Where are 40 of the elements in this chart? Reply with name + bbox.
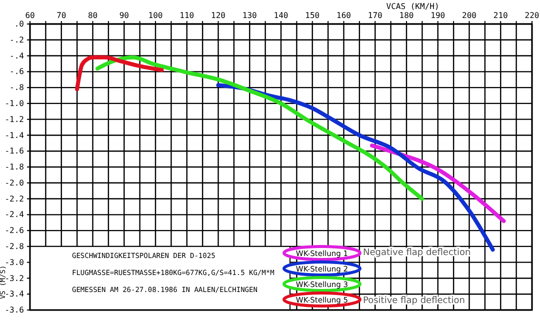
x-tick-label: 210 bbox=[493, 11, 508, 20]
y-tick-label: -1.6 bbox=[4, 146, 24, 156]
y-tick-label: -.2 bbox=[10, 35, 24, 44]
y-tick-label: -3.6 bbox=[4, 306, 24, 315]
y-tick-label: -2.0 bbox=[4, 178, 24, 188]
x-tick-label: 190 bbox=[430, 11, 446, 20]
y-tick-label: -.8 bbox=[10, 83, 24, 92]
y-tick-label: -3.4 bbox=[4, 290, 24, 299]
y-tick-label: -3.0 bbox=[4, 258, 24, 267]
x-tick-label: 200 bbox=[462, 11, 477, 20]
x-tick-label: 140 bbox=[274, 11, 288, 20]
x-tick-label: 220 bbox=[524, 11, 540, 20]
line-series bbox=[75, 55, 164, 92]
y-tick-label: -.6 bbox=[10, 67, 24, 76]
x-tick-label: 70 bbox=[56, 11, 66, 20]
x-tick-label: 160 bbox=[336, 11, 352, 20]
y-tick-label: -1.2 bbox=[4, 114, 24, 124]
y-tick-label: -3.2 bbox=[4, 274, 24, 283]
x-tick-label: 80 bbox=[88, 11, 98, 20]
y-tick-label: -1.8 bbox=[4, 162, 24, 172]
x-tick-label: 120 bbox=[211, 11, 226, 20]
y-tick-label: -2.4 bbox=[4, 210, 24, 220]
x-tick-label: 110 bbox=[180, 11, 194, 20]
y-tick-label: -1.4 bbox=[4, 130, 24, 140]
x-tick-label: 130 bbox=[242, 11, 258, 20]
x-tick-label: 180 bbox=[399, 11, 414, 20]
line-series bbox=[370, 144, 506, 224]
x-tick-label: 90 bbox=[119, 11, 130, 20]
y-tick-label: .0 bbox=[14, 20, 24, 29]
y-tick-label: -2.8 bbox=[4, 242, 24, 252]
y-tick-label: -1.0 bbox=[4, 99, 24, 108]
y-tick-label: -2.6 bbox=[4, 226, 24, 236]
x-axis-title: VCAS (KM/H) bbox=[386, 2, 440, 11]
x-tick-label: 150 bbox=[305, 11, 320, 20]
x-tick-label: 100 bbox=[148, 11, 163, 20]
x-tick-label: 170 bbox=[368, 11, 383, 20]
y-tick-label: -2.2 bbox=[4, 194, 24, 204]
line-series bbox=[95, 55, 424, 201]
y-tick-label: -.4 bbox=[10, 51, 24, 60]
x-tick-label: 60 bbox=[25, 11, 35, 20]
